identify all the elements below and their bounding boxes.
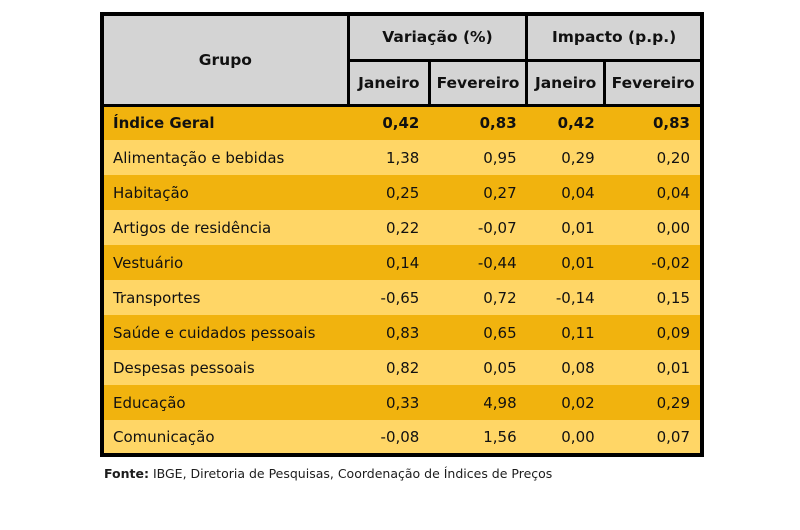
cell-impacto-fevereiro: 0,15 bbox=[604, 280, 702, 315]
cell-variacao-fevereiro: 4,98 bbox=[429, 385, 527, 420]
cell-impacto-fevereiro: 0,04 bbox=[604, 175, 702, 210]
cell-impacto-fevereiro: 0,00 bbox=[604, 210, 702, 245]
cell-impacto-fevereiro: 0,83 bbox=[604, 105, 702, 140]
ipca-table-panel: Grupo Variação (%) Impacto (p.p.) Janeir… bbox=[100, 12, 704, 481]
row-label: Comunicação bbox=[102, 420, 349, 455]
cell-variacao-janeiro: 0,25 bbox=[348, 175, 430, 210]
cell-variacao-fevereiro: -0,07 bbox=[429, 210, 527, 245]
cell-impacto-fevereiro: -0,02 bbox=[604, 245, 702, 280]
table-body: Índice Geral 0,42 0,83 0,42 0,83 Aliment… bbox=[102, 105, 702, 455]
column-subheader-impacto-janeiro: Janeiro bbox=[525, 58, 607, 107]
cell-impacto-janeiro: 0,04 bbox=[526, 175, 605, 210]
row-label: Vestuário bbox=[102, 245, 349, 280]
row-label: Alimentação e bebidas bbox=[102, 140, 349, 175]
cell-impacto-janeiro: 0,08 bbox=[526, 350, 605, 385]
cell-impacto-janeiro: 0,00 bbox=[526, 420, 605, 455]
column-subheader-impacto-fevereiro: Fevereiro bbox=[603, 58, 704, 107]
cell-variacao-janeiro: 0,22 bbox=[348, 210, 430, 245]
cell-variacao-fevereiro: 0,65 bbox=[429, 315, 527, 350]
cell-impacto-janeiro: 0,01 bbox=[526, 210, 605, 245]
column-subheader-variacao-janeiro: Janeiro bbox=[346, 58, 431, 107]
cell-variacao-fevereiro: 1,56 bbox=[429, 420, 527, 455]
row-label: Despesas pessoais bbox=[102, 350, 349, 385]
cell-variacao-fevereiro: 0,27 bbox=[429, 175, 527, 210]
table-row-educacao: Educação 0,33 4,98 0,02 0,29 bbox=[102, 385, 702, 420]
cell-variacao-fevereiro: 0,72 bbox=[429, 280, 527, 315]
cell-impacto-janeiro: 0,11 bbox=[526, 315, 605, 350]
cell-variacao-janeiro: 0,83 bbox=[348, 315, 430, 350]
cell-variacao-janeiro: 0,33 bbox=[348, 385, 430, 420]
table-row-despesas-pessoais: Despesas pessoais 0,82 0,05 0,08 0,01 bbox=[102, 350, 702, 385]
row-label: Artigos de residência bbox=[102, 210, 349, 245]
cell-variacao-janeiro: 0,14 bbox=[348, 245, 430, 280]
cell-variacao-fevereiro: -0,44 bbox=[429, 245, 527, 280]
row-label: Transportes bbox=[102, 280, 349, 315]
table-row-habitacao: Habitação 0,25 0,27 0,04 0,04 bbox=[102, 175, 702, 210]
table-row-transportes: Transportes -0,65 0,72 -0,14 0,15 bbox=[102, 280, 702, 315]
cell-impacto-fevereiro: 0,01 bbox=[604, 350, 702, 385]
cell-impacto-fevereiro: 0,07 bbox=[604, 420, 702, 455]
cell-impacto-fevereiro: 0,20 bbox=[604, 140, 702, 175]
cell-impacto-janeiro: -0,14 bbox=[526, 280, 605, 315]
row-label: Habitação bbox=[102, 175, 349, 210]
row-label: Educação bbox=[102, 385, 349, 420]
source-text: IBGE, Diretoria de Pesquisas, Coordenaçã… bbox=[148, 466, 553, 481]
table-row-vestuario: Vestuário 0,14 -0,44 0,01 -0,02 bbox=[102, 245, 702, 280]
table-row-indice-geral: Índice Geral 0,42 0,83 0,42 0,83 bbox=[102, 105, 702, 140]
row-label: Índice Geral bbox=[102, 105, 349, 140]
table-row-alimentacao: Alimentação e bebidas 1,38 0,95 0,29 0,2… bbox=[102, 140, 702, 175]
ipca-table: Grupo Variação (%) Impacto (p.p.) Janeir… bbox=[100, 12, 704, 457]
cell-variacao-janeiro: -0,08 bbox=[348, 420, 430, 455]
column-header-variacao: Variação (%) bbox=[346, 12, 529, 62]
column-subheader-variacao-fevereiro: Fevereiro bbox=[427, 58, 529, 107]
table-row-artigos-residencia: Artigos de residência 0,22 -0,07 0,01 0,… bbox=[102, 210, 702, 245]
table-header: Grupo Variação (%) Impacto (p.p.) Janeir… bbox=[100, 12, 704, 107]
cell-impacto-janeiro: 0,42 bbox=[526, 105, 605, 140]
cell-variacao-fevereiro: 0,05 bbox=[429, 350, 527, 385]
cell-variacao-janeiro: 0,42 bbox=[348, 105, 430, 140]
cell-impacto-fevereiro: 0,29 bbox=[604, 385, 702, 420]
source-note: Fonte: IBGE, Diretoria de Pesquisas, Coo… bbox=[100, 466, 704, 481]
cell-variacao-janeiro: -0,65 bbox=[348, 280, 430, 315]
cell-variacao-janeiro: 1,38 bbox=[348, 140, 430, 175]
cell-impacto-fevereiro: 0,09 bbox=[604, 315, 702, 350]
table-row-saude: Saúde e cuidados pessoais 0,83 0,65 0,11… bbox=[102, 315, 702, 350]
cell-variacao-fevereiro: 0,95 bbox=[429, 140, 527, 175]
table-row-comunicacao: Comunicação -0,08 1,56 0,00 0,07 bbox=[102, 420, 702, 455]
cell-variacao-fevereiro: 0,83 bbox=[429, 105, 527, 140]
cell-variacao-janeiro: 0,82 bbox=[348, 350, 430, 385]
row-label: Saúde e cuidados pessoais bbox=[102, 315, 349, 350]
column-header-grupo: Grupo bbox=[100, 12, 350, 107]
column-header-impacto: Impacto (p.p.) bbox=[525, 12, 704, 62]
cell-impacto-janeiro: 0,02 bbox=[526, 385, 605, 420]
cell-impacto-janeiro: 0,01 bbox=[526, 245, 605, 280]
source-label: Fonte: bbox=[104, 466, 149, 481]
cell-impacto-janeiro: 0,29 bbox=[526, 140, 605, 175]
